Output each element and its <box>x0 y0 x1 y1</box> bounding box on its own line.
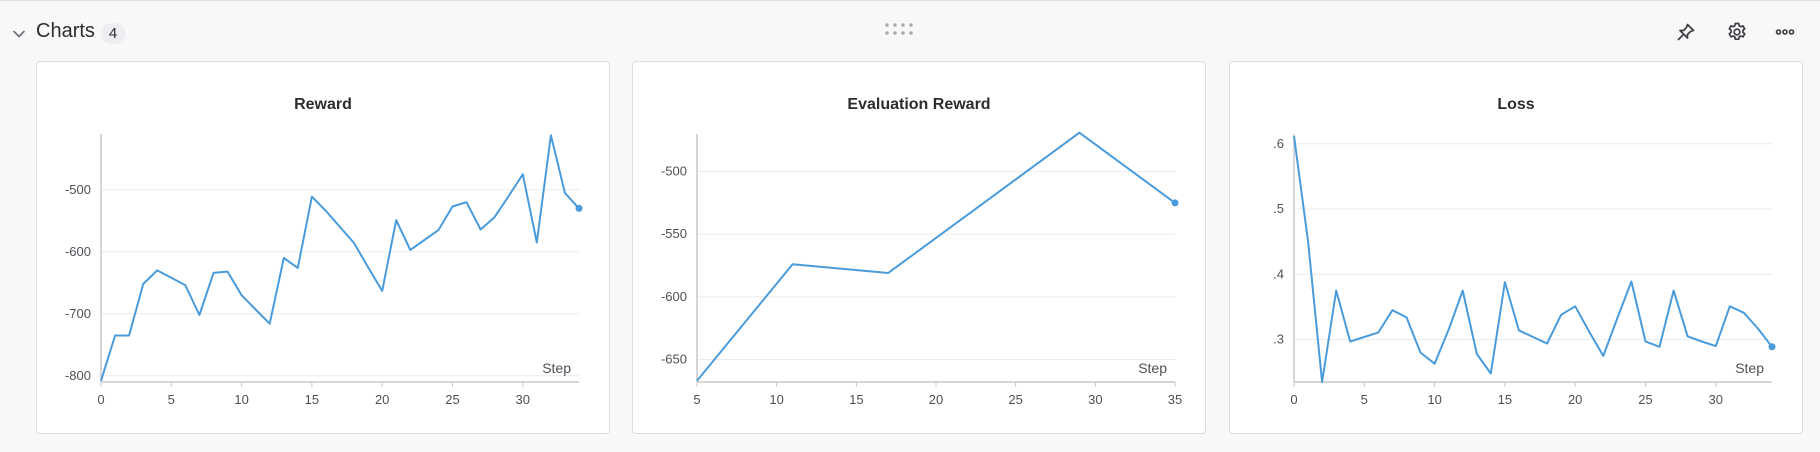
chart-title: Reward <box>294 96 352 113</box>
last-point-marker[interactable] <box>1768 343 1776 351</box>
drag-handle-icon[interactable] <box>883 22 917 36</box>
x-tick-label: 10 <box>769 392 783 407</box>
x-tick-label: 20 <box>929 392 943 407</box>
y-tick-label: -700 <box>65 306 91 321</box>
x-tick-label: 30 <box>1709 392 1723 407</box>
chart-panel-reward[interactable]: Reward -800 -700 -600 -500 0 5 10 15 20 25 30 Step <box>36 61 610 434</box>
x-tick-label: 35 <box>1168 392 1182 407</box>
y-tick-label: .4 <box>1273 266 1284 281</box>
more-horizontal-icon <box>1775 29 1795 35</box>
y-tick-label: .6 <box>1273 136 1284 151</box>
y-tick-label: -600 <box>65 244 91 259</box>
x-tick-label: 5 <box>693 392 700 407</box>
last-point-marker[interactable] <box>1171 199 1179 207</box>
x-tick-label: 25 <box>1638 392 1652 407</box>
x-tick-label: 0 <box>97 392 104 407</box>
x-axis-label: Step <box>1138 360 1167 376</box>
y-tick-label: -650 <box>661 351 687 366</box>
evaluation-reward-line-chart[interactable]: -650 -600 -550 -500 5 10 15 20 25 30 35 Step <box>633 62 1207 435</box>
gear-icon <box>1728 22 1746 41</box>
x-tick-label: 30 <box>1088 392 1102 407</box>
more-options-button[interactable] <box>1771 18 1799 46</box>
x-tick-label: 15 <box>305 392 319 407</box>
chart-panel-loss[interactable]: Loss .3 .4 .5 .6 0 5 10 15 20 25 30 Step <box>1229 61 1803 434</box>
x-tick-label: 25 <box>445 392 459 407</box>
chart-title: Loss <box>1497 96 1535 113</box>
panel-settings-button[interactable] <box>1723 18 1751 46</box>
y-tick-label: -600 <box>661 289 687 304</box>
x-axis-label: Step <box>1735 360 1764 376</box>
x-tick-label: 20 <box>375 392 389 407</box>
loss-line-chart[interactable]: .3 .4 .5 .6 0 5 10 15 20 25 30 Step <box>1230 62 1804 435</box>
series-line[interactable] <box>100 134 580 382</box>
chevron-down-icon[interactable] <box>11 26 27 42</box>
x-axis-label: Step <box>542 360 571 376</box>
x-tick-label: 5 <box>168 392 175 407</box>
section-title[interactable]: Charts <box>36 20 95 42</box>
charts-section-header: Charts 4 <box>0 0 1820 62</box>
x-tick-label: 10 <box>1427 392 1441 407</box>
y-tick-label: -550 <box>661 226 687 241</box>
series-line[interactable] <box>696 131 1176 382</box>
x-tick-label: 15 <box>1498 392 1512 407</box>
x-tick-label: 0 <box>1290 392 1297 407</box>
y-tick-label: .3 <box>1273 332 1284 347</box>
x-tick-label: 25 <box>1008 392 1022 407</box>
reward-line-chart[interactable]: -800 -700 -600 -500 0 5 10 15 20 25 30 Step <box>37 62 611 435</box>
x-tick-label: 30 <box>516 392 530 407</box>
x-tick-label: 10 <box>234 392 248 407</box>
y-tick-label: -500 <box>661 164 687 179</box>
x-tick-label: 5 <box>1361 392 1368 407</box>
x-tick-label: 15 <box>849 392 863 407</box>
chart-panel-evaluation-reward[interactable]: Evaluation Reward -650 -600 -550 -500 5 10 15 2… <box>632 61 1206 434</box>
last-point-marker[interactable] <box>575 204 583 212</box>
y-tick-label: -800 <box>65 368 91 383</box>
pin-icon <box>1677 23 1695 41</box>
chart-title: Evaluation Reward <box>847 96 991 113</box>
series-line[interactable] <box>1293 135 1773 383</box>
panel-count-badge: 4 <box>101 23 125 44</box>
y-tick-label: -500 <box>65 182 91 197</box>
pin-button[interactable] <box>1672 18 1700 46</box>
y-tick-label: .5 <box>1273 201 1284 216</box>
x-tick-label: 20 <box>1568 392 1582 407</box>
section-top-border <box>0 0 1820 1</box>
